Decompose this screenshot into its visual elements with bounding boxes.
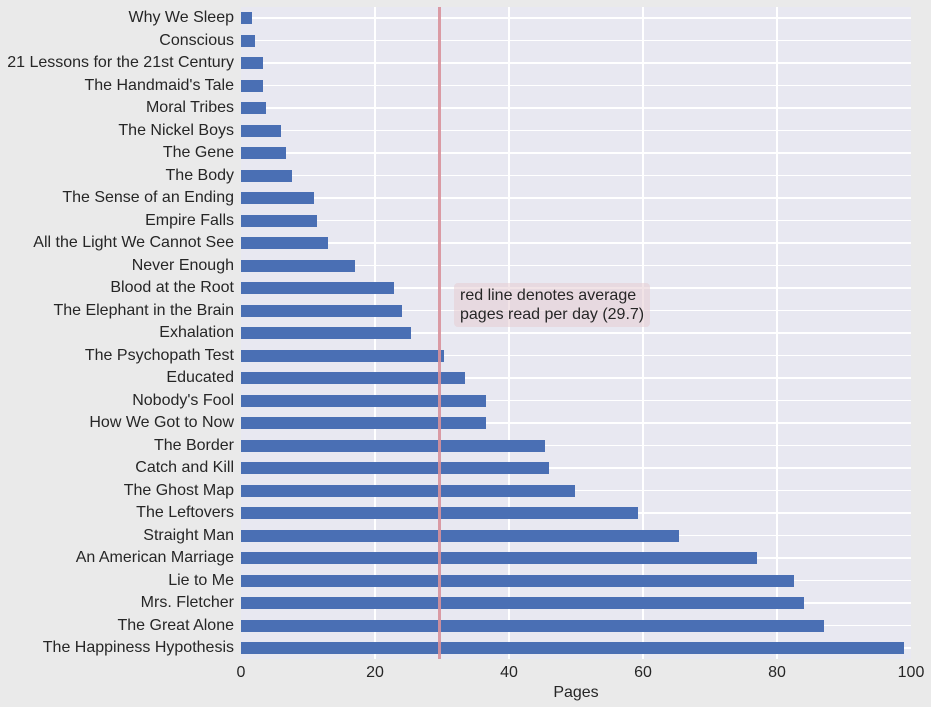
bar [241,192,315,204]
y-tick-label: Educated [166,369,234,386]
bar [241,552,757,564]
y-tick-label: Moral Tribes [145,99,234,116]
y-gridline [241,332,911,334]
bar [241,417,487,429]
y-tick-label: Why We Sleep [128,9,234,26]
y-tick-label: The Gene [162,144,234,161]
y-gridline [241,444,911,447]
y-gridline [241,152,911,154]
y-tick-label: 21 Lessons for the 21st Century [7,54,234,71]
bar [241,574,794,587]
y-tick-label: The Nickel Boys [118,121,234,139]
y-gridline [241,129,911,132]
y-tick-label: The Great Alone [117,616,234,634]
y-tick-label: The Body [165,166,234,184]
bar [241,304,403,317]
bar [241,259,355,272]
y-tick-label: How We Got to Now [89,414,234,431]
x-tick-label: 0 [236,664,246,681]
y-gridline [241,62,911,64]
y-gridline [241,354,911,357]
bar [241,372,466,384]
y-gridline [241,107,911,109]
bar [241,237,329,249]
y-gridline [241,422,911,424]
y-tick-label: The Handmaid's Tale [84,76,234,94]
y-tick-label: Exhalation [159,324,234,341]
plot-area [241,7,911,659]
bar [241,597,805,609]
bar [241,169,292,182]
y-gridline [241,242,911,244]
y-tick-label: Nobody's Fool [132,391,234,409]
x-tick-label: 100 [897,664,925,681]
x-tick-label: 20 [366,664,384,681]
bar [241,147,286,159]
bar [241,394,487,407]
bar [241,214,318,227]
bar [241,327,411,339]
x-axis-label: Pages [553,684,599,701]
y-tick-label: The Border [153,436,234,454]
y-tick-label: An American Marriage [75,549,234,566]
y-gridline [241,264,911,267]
average-annotation: red line denotes average pages read per … [454,283,651,327]
average-reference-line [438,7,442,659]
y-tick-label: Mrs. Fletcher [140,594,234,611]
y-gridline [241,39,911,42]
bar [241,57,264,69]
y-gridline [241,399,911,402]
bar [241,462,550,474]
bar [241,619,824,632]
y-tick-label: Catch and Kill [135,459,234,476]
y-tick-label: Lie to Me [168,571,234,589]
y-gridline [241,197,911,199]
x-tick-label: 80 [768,664,786,681]
y-gridline [241,17,911,19]
y-tick-label: All the Light We Cannot See [33,234,234,251]
bar [241,124,282,137]
y-tick-label: The Happiness Hypothesis [42,639,234,656]
y-tick-label: Straight Man [143,526,234,544]
x-tick-label: 60 [634,664,652,681]
bar [241,12,252,24]
x-tick-label: 40 [500,664,518,681]
y-gridline [241,174,911,177]
y-gridline [241,84,911,87]
bar [241,349,444,362]
y-tick-label: The Sense of an Ending [62,189,234,206]
annotation-line-2: pages read per day (29.7) [460,306,645,323]
y-tick-label: Blood at the Root [110,279,234,296]
y-tick-label: Never Enough [131,256,234,274]
bar [241,439,545,452]
y-tick-label: The Ghost Map [123,481,234,499]
bar [241,34,256,47]
y-tick-label: The Elephant in the Brain [53,301,234,319]
bar [241,79,264,92]
y-tick-label: The Leftovers [136,504,234,521]
annotation-line-1: red line denotes average [460,287,637,304]
y-gridline [241,489,911,492]
y-gridline [241,377,911,379]
bar [241,282,395,294]
y-tick-label: Conscious [159,31,234,49]
bar [241,642,905,654]
y-gridline [241,219,911,222]
bar [241,529,679,542]
y-tick-label: The Psychopath Test [84,346,234,364]
bar [241,102,266,114]
bar [241,484,576,497]
y-tick-label: Empire Falls [145,211,234,229]
y-gridline [241,467,911,469]
